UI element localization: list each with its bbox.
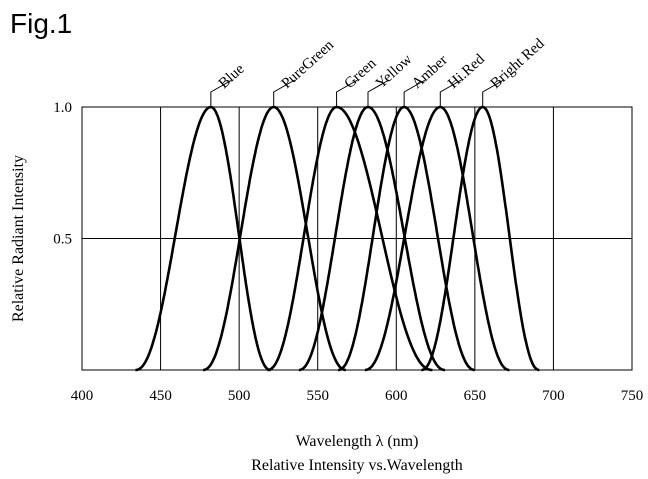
x-tick-label-600: 600 xyxy=(385,388,408,404)
series-leader-yellow xyxy=(367,79,390,107)
series-label-puregreen: PureGreen xyxy=(279,37,338,92)
series-label-bright-red: Bright Red xyxy=(488,35,548,92)
x-tick-label-500: 500 xyxy=(228,388,251,404)
x-tick-label-750: 750 xyxy=(621,388,644,404)
series-leader-hi-red xyxy=(439,79,462,107)
x-tick-label-450: 450 xyxy=(149,388,172,404)
x-tick-label-700: 700 xyxy=(542,388,565,404)
series-label-yellow: Yellow xyxy=(373,51,416,92)
ticks-layer: 400 450 500 550 600 650 700 750 0.5 1.0 xyxy=(53,100,643,404)
series-label-green: Green xyxy=(342,55,380,92)
series-label-hi-red: Hi.Red xyxy=(445,51,488,92)
series-leader-bright-red xyxy=(482,79,504,107)
series-leader-blue xyxy=(210,79,233,107)
x-axis-label: Wavelength λ (nm) xyxy=(296,433,419,450)
series-leader-green xyxy=(336,79,358,107)
series-label-blue: Blue xyxy=(216,61,248,92)
figure-label: Fig.1 xyxy=(10,8,73,39)
y-tick-label-0.5: 0.5 xyxy=(53,232,72,248)
chart-title: Relative Intensity vs.Wavelength xyxy=(251,457,463,474)
x-tick-label-400: 400 xyxy=(71,388,94,404)
plot-frame xyxy=(81,106,633,371)
series-leader-amber xyxy=(403,79,426,107)
x-tick-label-650: 650 xyxy=(464,388,487,404)
series-leader-puregreen xyxy=(273,79,295,107)
y-tick-label-1: 1.0 xyxy=(53,100,72,116)
series-label-amber: Amber xyxy=(409,52,451,92)
x-tick-label-550: 550 xyxy=(306,388,329,404)
y-axis-label: Relative Radiant Intensity xyxy=(10,155,27,322)
